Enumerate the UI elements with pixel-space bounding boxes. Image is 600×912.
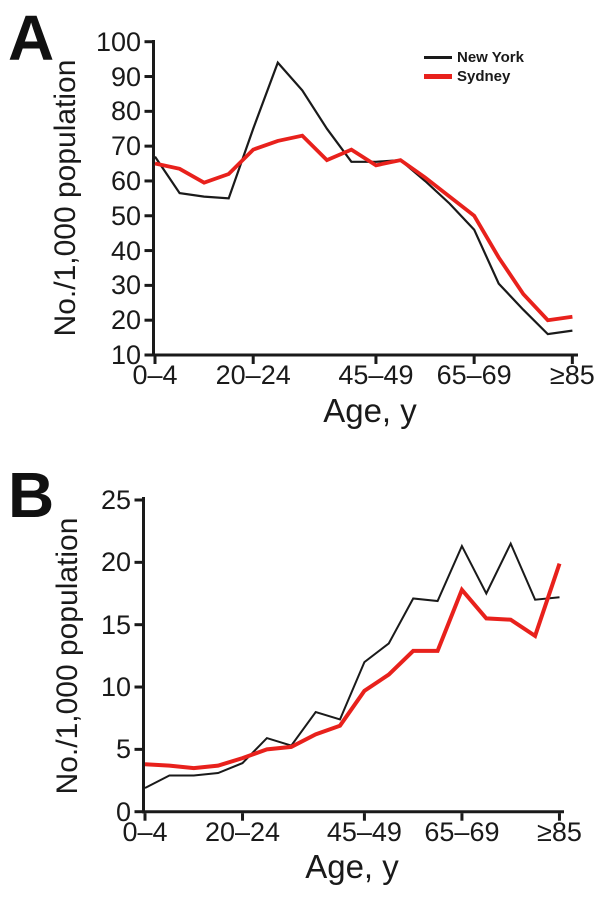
panel-a-y-tick-label: 80 bbox=[110, 96, 141, 127]
panel-b-y-tick-label: 20 bbox=[100, 547, 131, 578]
panel-b-y-tick-label: 0 bbox=[115, 796, 131, 827]
panel-a-x-tick-label: 20–24 bbox=[215, 360, 291, 390]
new-york-line-swatch-icon bbox=[424, 56, 452, 59]
legend-row-sydney: Sydney bbox=[424, 67, 524, 86]
panel-b-x-tick-label: 0–4 bbox=[122, 817, 168, 847]
panel-b-x-axis-label: Age, y bbox=[305, 848, 399, 885]
panel-a-y-tick-label: 100 bbox=[95, 26, 141, 57]
panel-a-x-tick-label: 65–69 bbox=[436, 360, 512, 390]
panel-a-line-new-york bbox=[154, 60, 573, 336]
panel-b-letter: B bbox=[8, 459, 54, 531]
panel-b-line-new-york bbox=[144, 541, 560, 789]
panel-a-y-tick-label: 10 bbox=[110, 340, 141, 370]
panel-a-y-tick-label: 20 bbox=[110, 305, 141, 336]
panel-a-line-sydney bbox=[154, 133, 573, 323]
panel-b-line-sydney bbox=[144, 562, 562, 771]
panel-b-y-tick-label: 15 bbox=[100, 609, 131, 640]
panel-a-x-tick-label: 0–4 bbox=[132, 360, 178, 390]
legend-label-new-york: New York bbox=[457, 49, 524, 66]
panel-a-x-tick-label: 45–49 bbox=[338, 360, 414, 390]
panel-a-x-axis-label: Age, y bbox=[323, 392, 417, 429]
panel-a-y-tick-label: 40 bbox=[110, 235, 141, 266]
panel-a-y-tick-label: 30 bbox=[110, 270, 141, 301]
panel-a-y-tick-label: 50 bbox=[110, 200, 141, 231]
legend: New York Sydney bbox=[424, 48, 524, 86]
legend-label-sydney: Sydney bbox=[457, 68, 511, 85]
panel-b-y-tick-label: 5 bbox=[115, 734, 131, 765]
legend-row-new-york: New York bbox=[424, 48, 524, 67]
panel-a-y-tick-label: 70 bbox=[110, 131, 141, 162]
panel-a-y-tick-label: 60 bbox=[110, 165, 141, 196]
panel-b-y-axis-label: No./1,000 population bbox=[51, 517, 84, 795]
panel-a-y-tick-label: 90 bbox=[110, 61, 141, 92]
panel-b-x-tick-label: 65–69 bbox=[424, 817, 500, 847]
panel-b-y-tick-label: 10 bbox=[100, 672, 131, 703]
panel-a-x-tick-label: ≥85 bbox=[549, 360, 595, 390]
panel-b-x-tick-label: ≥85 bbox=[537, 817, 582, 847]
panel-b-x-tick-label: 45–49 bbox=[326, 817, 402, 847]
panel-b-x-tick-label: 20–24 bbox=[204, 817, 281, 847]
panel-b-y-tick-label: 25 bbox=[100, 485, 131, 515]
panel-a-letter: A bbox=[8, 2, 54, 74]
sydney-line-swatch-icon bbox=[424, 74, 452, 79]
